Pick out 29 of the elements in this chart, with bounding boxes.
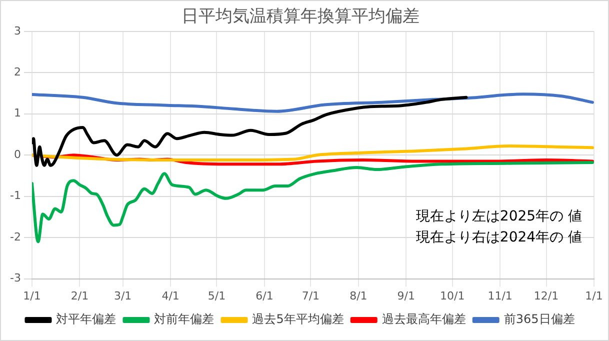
x-tick-label: 2/1 (70, 289, 89, 302)
y-tick-label: 0 (14, 148, 21, 161)
legend-label: 前365日偏差 (504, 312, 575, 326)
legend-label: 対前年偏差 (154, 312, 214, 326)
x-tick-label: 4/1 (162, 289, 180, 302)
x-tick-label: 1/1 (23, 289, 41, 302)
y-tick-label: 2 (14, 65, 21, 78)
annotation: 現在より右は2024年の 値 (416, 230, 582, 246)
x-tick-label: 7/1 (302, 289, 320, 302)
x-tick-label: 10/1 (440, 289, 465, 302)
y-tick-label: -3 (10, 272, 21, 285)
legend-label: 過去5年平均偏差 (252, 312, 344, 326)
x-tick-label: 11/1 (488, 289, 512, 302)
y-tick-label: -1 (10, 189, 21, 202)
y-tick-label: -2 (10, 230, 21, 244)
chart-title: 日平均気温積算年換算平均偏差 (182, 6, 420, 27)
x-tick-label: 1/1 (585, 289, 603, 302)
x-tick-label: 5/1 (208, 289, 226, 302)
legend-label: 対平年偏差 (56, 312, 116, 326)
x-tick-label: 3/1 (114, 289, 132, 302)
x-tick-label: 12/1 (534, 289, 559, 302)
x-tick-label: 8/1 (350, 289, 368, 302)
y-tick-label: 3 (14, 24, 21, 38)
y-tick-label: 1 (14, 106, 21, 120)
x-tick-label: 6/1 (256, 289, 274, 302)
x-tick-label: 9/1 (397, 289, 415, 302)
annotation: 現在より左は2025年の 値 (416, 208, 582, 225)
line-series (32, 96, 468, 167)
legend-label: 過去最高年偏差 (382, 312, 466, 326)
